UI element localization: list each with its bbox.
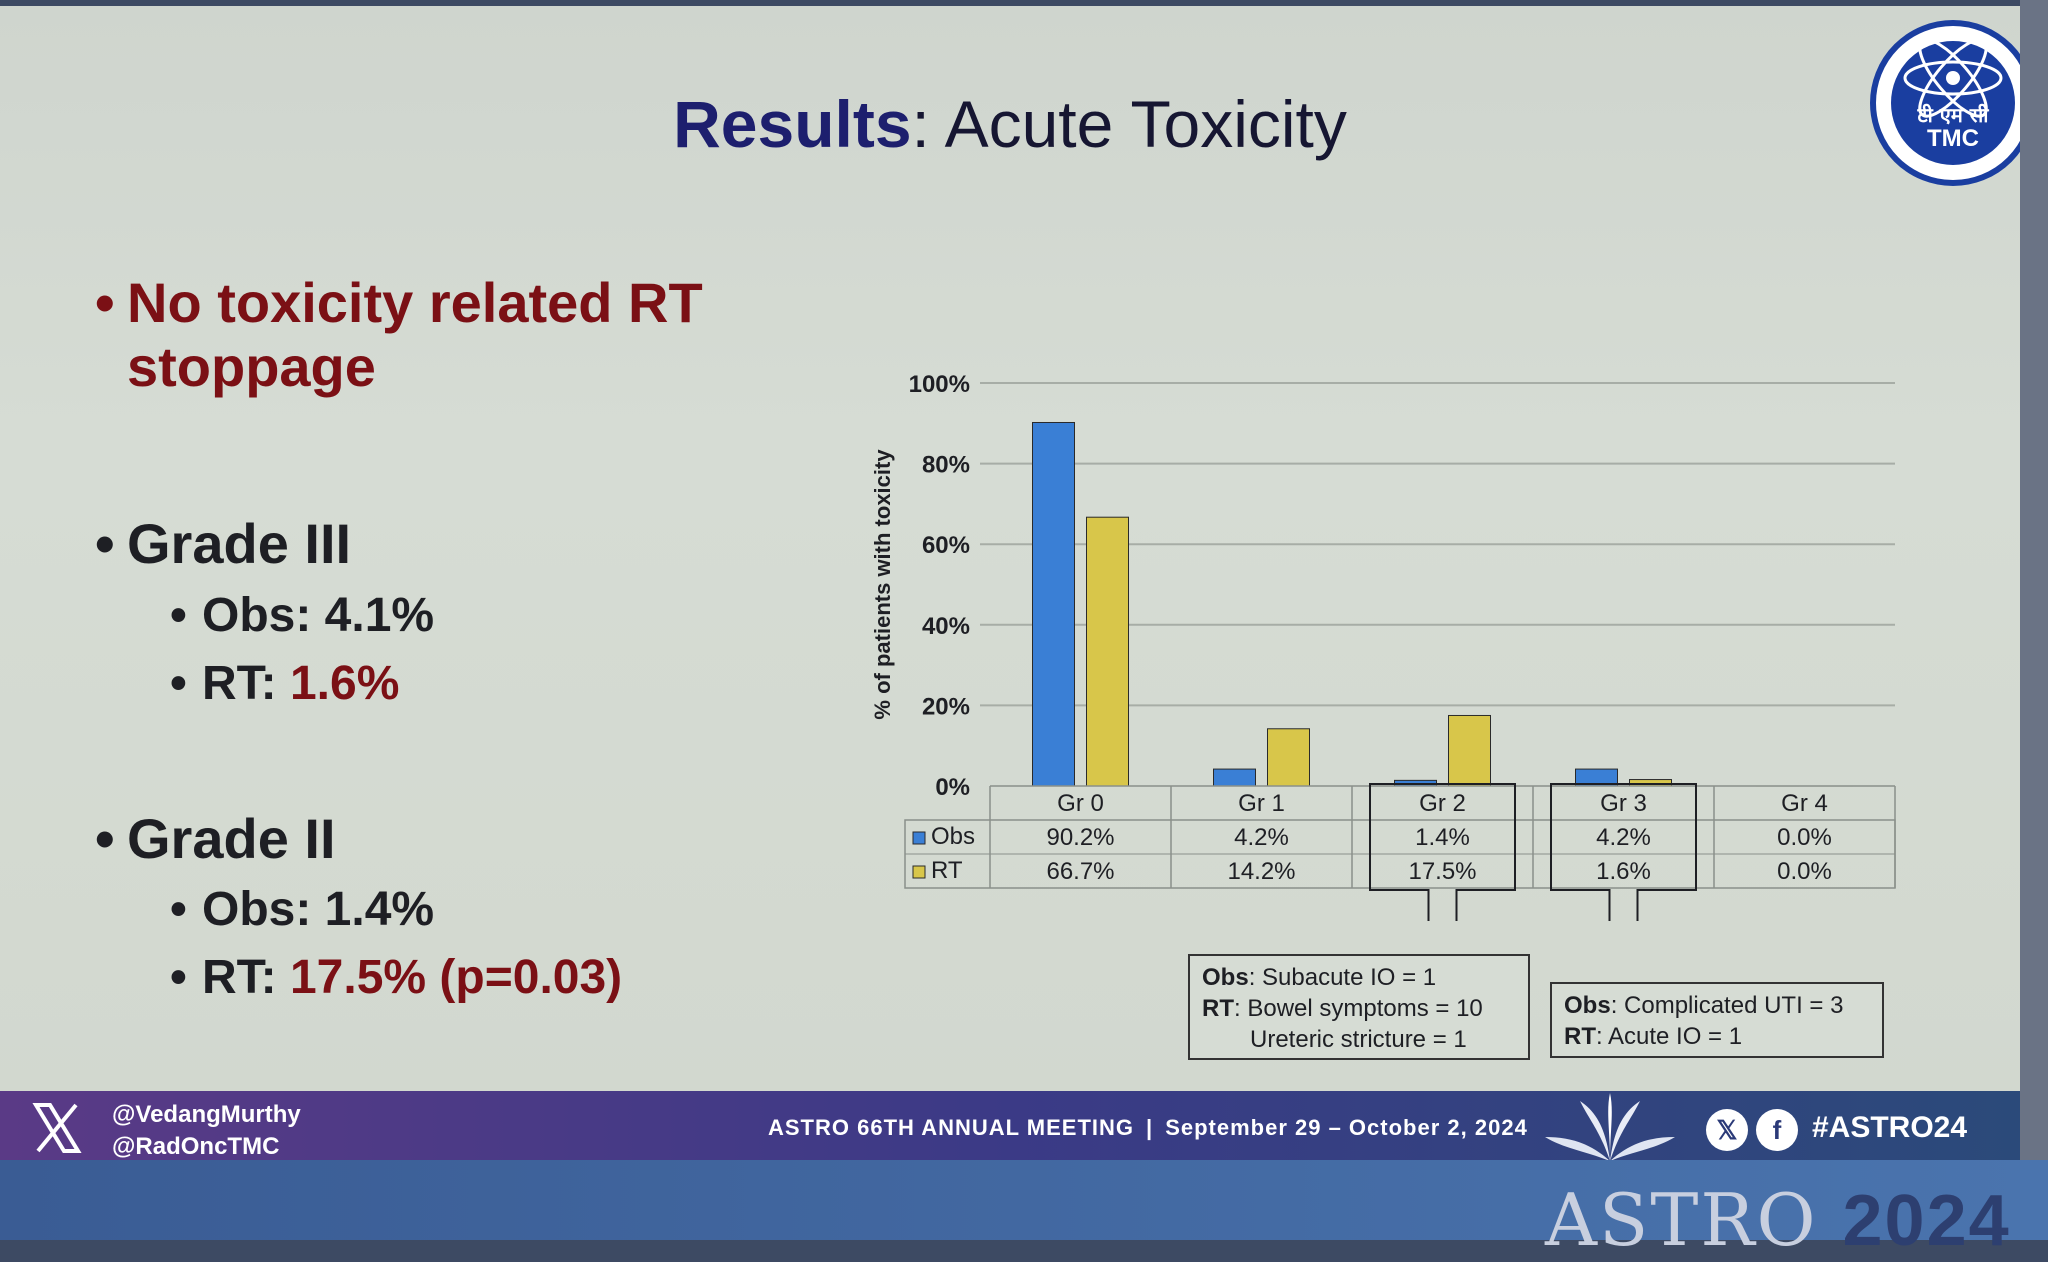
data-value-label: 14.2% [1227,858,1295,885]
gr3-rt-text: : Acute IO = 1 [1596,1023,1742,1050]
gr3-rt-label: RT [1564,1023,1596,1050]
gr3-obs-text: : Complicated UTI = 3 [1611,992,1844,1019]
data-value-label: 0.0% [1777,824,1832,851]
gr2-obs-label: Obs [1202,964,1249,991]
twitter-handles: @VedangMurthy @RadOncTMC [112,1099,301,1163]
slide: Results: Acute Toxicity टी एम सी TMC •No… [0,6,2020,1106]
hashtag: #ASTRO24 [1812,1111,1967,1145]
grade2-obs-label: Obs: [202,883,325,936]
grade3-rt-label: RT: [202,657,290,710]
data-value-label: 4.2% [1234,824,1289,851]
astro-flower-icon [1540,1091,1680,1166]
legend-swatch-obs [913,832,925,844]
gr2-footnote: Obs: Subacute IO = 1 RT: Bowel symptoms … [1188,954,1530,1060]
meeting-name: ASTRO 66TH ANNUAL MEETING [768,1115,1134,1140]
y-tick-label: 0% [935,774,970,801]
gr2-rt-text2: Ureteric stricture = 1 [1202,1024,1516,1055]
x-category-label: Gr 2 [1419,790,1466,817]
data-value-label: 90.2% [1046,824,1114,851]
y-tick-label: 60% [922,532,970,559]
title-bold: Results [673,87,911,161]
x-social-icon[interactable]: 𝕏 [1706,1109,1748,1151]
legend-swatch-rt [913,866,925,878]
gr2-obs-text: : Subacute IO = 1 [1249,964,1436,991]
astro-2024-logo: ASTRO 2024 [1545,1178,2011,1262]
grade2-obs: •Obs: 1.4% [170,882,434,937]
gr2-rt-text: : Bowel symptoms = 10 [1234,995,1483,1022]
grade3-rt-value: 1.6% [290,657,399,710]
data-value-label: 1.4% [1415,824,1470,851]
y-tick-label: 100% [909,371,970,398]
handle-radonc[interactable]: @RadOncTMC [112,1131,301,1163]
meeting-info: ASTRO 66TH ANNUAL MEETING|September 29 –… [768,1115,1528,1141]
y-axis-label: % of patients with toxicity [870,449,895,720]
toxicity-bar-chart: 0% 20% 40% 60% 80% 100% % of patients with tox… [860,361,1900,921]
title-rest: : Acute Toxicity [912,87,1347,161]
bar-rt-gr0 [1087,517,1129,786]
tmc-logo: टी एम सी TMC [1868,18,2038,188]
y-tick-label: 80% [922,452,970,479]
y-tick-label: 20% [922,693,970,720]
x-icon [30,1101,84,1155]
bar-rt-gr1 [1268,729,1310,786]
x-category-label: Gr 4 [1781,790,1828,817]
grade3-obs-value: 4.1% [325,589,434,642]
data-value-label: 4.2% [1596,824,1651,851]
grade2-rt: •RT: 17.5% (p=0.03) [170,950,622,1005]
grade3-rt: •RT: 1.6% [170,656,399,711]
logo-hindi-text: टी एम सी [1917,103,1990,127]
grade2-rt-label: RT: [202,951,290,1004]
grade3-heading: Grade III [127,512,351,575]
bullet-no-toxicity: •No toxicity related RT stoppage [95,271,767,399]
grade3-obs: •Obs: 4.1% [170,588,434,643]
data-value-label: 17.5% [1408,858,1476,885]
bar-rt-gr2 [1449,715,1491,786]
legend-label-obs: Obs [931,823,975,850]
facebook-icon[interactable]: f [1756,1109,1798,1151]
grade2-heading: Grade II [127,807,336,870]
x-category-label: Gr 0 [1057,790,1104,817]
astro-word: ASTRO [1545,1178,1818,1262]
bullet-grade3: •Grade III [95,511,351,576]
x-category-label: Gr 1 [1238,790,1285,817]
astro-year: 2024 [1842,1181,2010,1261]
bar-obs-gr1 [1214,769,1256,786]
grade2-obs-value: 1.4% [325,883,434,936]
x-category-label: Gr 3 [1600,790,1647,817]
gr2-rt-label: RT [1202,995,1234,1022]
y-tick-label: 40% [922,613,970,640]
bullet-no-toxicity-text: No toxicity related RT stoppage [127,271,767,399]
grade2-rt-value: 17.5% (p=0.03) [290,951,622,1004]
legend-label-rt: RT [931,857,963,884]
meeting-dates: September 29 – October 2, 2024 [1165,1115,1528,1140]
meeting-separator: | [1134,1115,1165,1140]
handle-vedang[interactable]: @VedangMurthy [112,1099,301,1131]
grade3-obs-label: Obs: [202,589,325,642]
footer-bar: @VedangMurthy @RadOncTMC ASTRO 66TH ANNU… [0,1091,2020,1166]
bar-rt-gr3 [1630,780,1672,786]
data-value-label: 66.7% [1046,858,1114,885]
data-value-label: 1.6% [1596,858,1651,885]
bar-obs-gr0 [1033,422,1075,786]
gr3-footnote: Obs: Complicated UTI = 3 RT: Acute IO = … [1550,982,1884,1058]
screen-edge [2020,0,2048,1160]
slide-title: Results: Acute Toxicity [0,86,2020,162]
gr3-obs-label: Obs [1564,992,1611,1019]
logo-abbr-text: TMC [1927,125,1979,152]
bullet-grade2: •Grade II [95,806,336,871]
data-value-label: 0.0% [1777,858,1832,885]
